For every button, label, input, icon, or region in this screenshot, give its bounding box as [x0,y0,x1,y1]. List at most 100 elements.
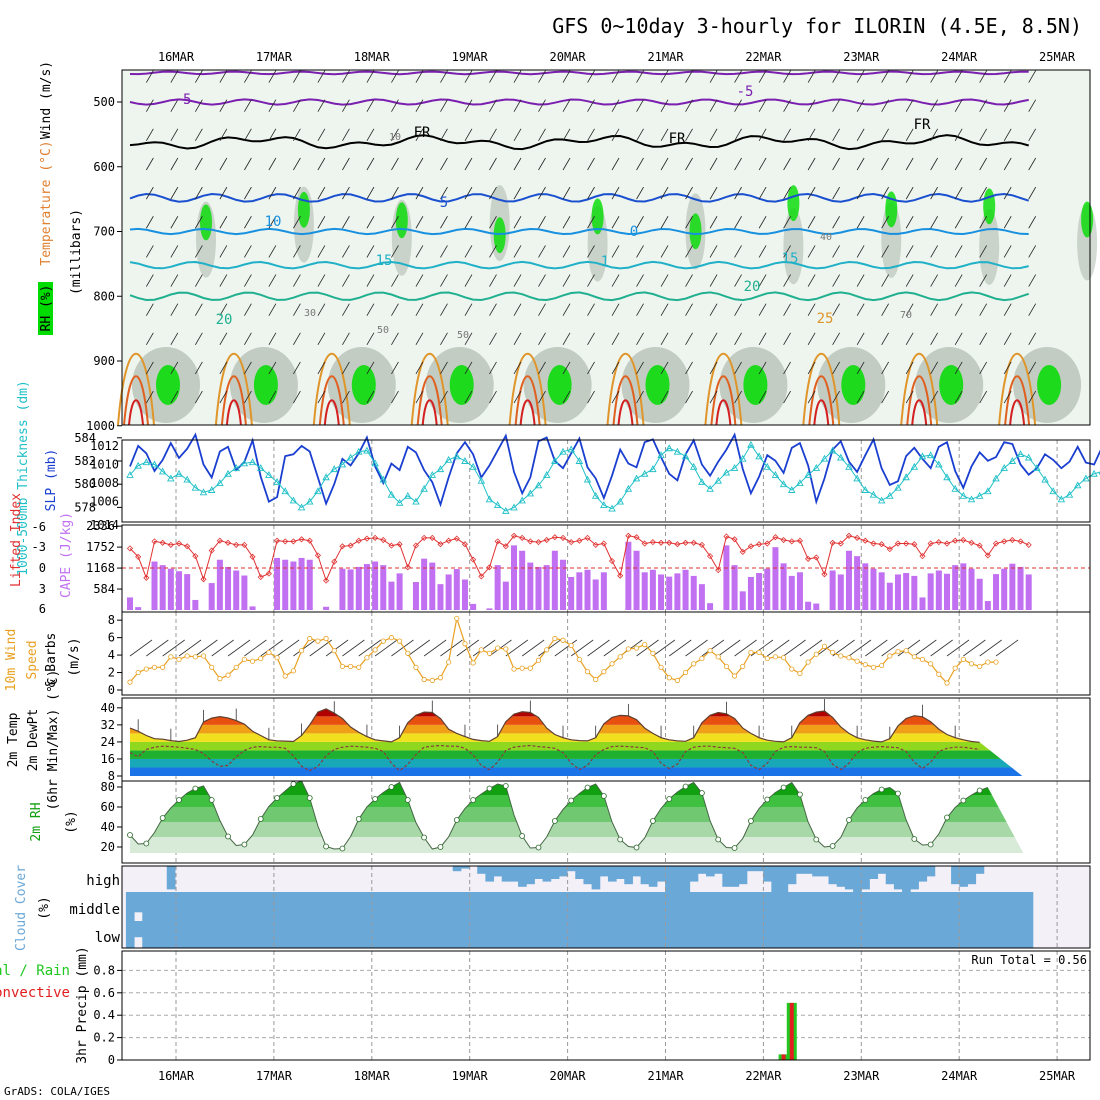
lifted-index-marker [273,537,281,544]
cloud-cover-bar [215,892,225,921]
wind-barb [807,216,816,229]
wind-speed-marker [266,649,272,656]
wind-barb [954,128,963,142]
wind-barb [415,274,424,287]
cloud-cover-bar [240,892,249,921]
thickness-marker [199,488,208,496]
wind-barb [293,99,301,112]
cape-bar [1001,568,1008,610]
date-label-top: 23MAR [843,50,880,64]
cape-bar [984,601,991,610]
rh-marker [944,814,950,821]
cloud-cover-bar [395,892,405,921]
cloud-cover-bar [420,892,429,921]
cloud-cover-bar [550,866,560,879]
thickness-marker [232,464,240,471]
wind-barb [293,245,301,258]
wind-speed-marker [838,653,844,659]
cloud-cover-bar [272,921,282,948]
cloud-cover-bar [501,866,511,882]
wind-barb [1028,390,1037,404]
isotherm-35 [519,399,536,426]
wind-barb [611,216,620,229]
precip-convective-bar [781,1054,786,1060]
cloud-cover-bar [215,921,225,948]
cloud-cover-bar [256,921,266,948]
cape-bar [355,566,362,610]
wind-barb [317,245,326,258]
wind-barb [415,157,424,171]
wind-barb [856,216,865,229]
wind-barb [758,245,767,258]
wind-barb [881,70,889,83]
wind-barb [293,157,301,171]
wind-barb [513,303,522,316]
wind-barb [1003,186,1012,200]
wind-barb [856,157,865,171]
cape-bar [502,581,509,610]
wind-barb [366,303,375,316]
cloud-cover-bar [836,866,846,887]
rh-saturated-region [787,185,800,222]
isotherm-35 [1009,399,1026,426]
wind-barb [848,639,872,657]
wind-barb [570,639,594,657]
wind-barb [930,99,939,112]
y-tick-label-right: 1012 [90,439,119,453]
isotherm-35 [421,399,438,426]
wind-barb [145,186,154,200]
cloud-cover-bar [697,921,707,948]
wind-barb [415,99,424,112]
wind-barb [758,70,767,83]
wind-barb [170,390,179,404]
wind-barb [611,303,620,316]
wind-barb [1028,99,1037,112]
isotherm-label: FR [414,125,431,141]
wind-speed-marker [331,648,337,654]
cloud-cover-bar [166,866,176,890]
wind-barb [954,303,963,316]
wind-barb [562,70,571,83]
cape-bar [347,569,354,610]
wind-speed-marker [225,672,231,678]
wind-barb [489,186,497,200]
rh-marker [470,797,477,803]
cape-bar [380,565,387,610]
wind-barb [562,361,571,375]
wind-barb [587,99,595,112]
cape-bar [396,573,403,610]
lifted-index-marker [805,555,812,562]
cloud-cover-bar [526,921,535,948]
lifted-index-marker [813,554,820,561]
wind-barb [709,70,718,83]
wind-barb [440,303,448,316]
cape-bar [372,561,379,610]
wind-barb [464,99,473,112]
thickness-marker [698,477,706,485]
rh-marker [813,836,820,843]
cloud-cover-bar [959,866,968,887]
cloud-cover-bar [125,921,135,948]
cape-bar [274,557,281,610]
cloud-cover-bar [460,892,470,921]
wind-barb [170,274,179,287]
cloud-cover-bar [542,921,552,948]
wind-barb [1028,128,1037,142]
wind-barb [1003,70,1012,83]
precip-panel: 0 0.2 0.4 0.6 0.8 Run Total = 0.56 3hr Precip … [0,946,1091,1067]
rh-marker [486,785,493,792]
rh-marker [127,832,133,838]
wind10m-panel: 0 2 4 6 8 10m Wind Speed & Barbs (m/s) [4,611,1091,697]
wind-barb [660,157,669,171]
cloud-cover-bar [542,866,552,882]
wind-barb [489,303,497,316]
wind-barb [587,274,595,287]
cloud-cover-bar [567,892,576,921]
cape-bar [249,606,256,610]
wind-barb [930,216,939,229]
wind-barb [709,157,718,171]
wind-barb [587,361,595,375]
cloud-cover-bar [313,921,323,948]
rh-marker [960,797,967,804]
panel-frame [121,865,1091,949]
